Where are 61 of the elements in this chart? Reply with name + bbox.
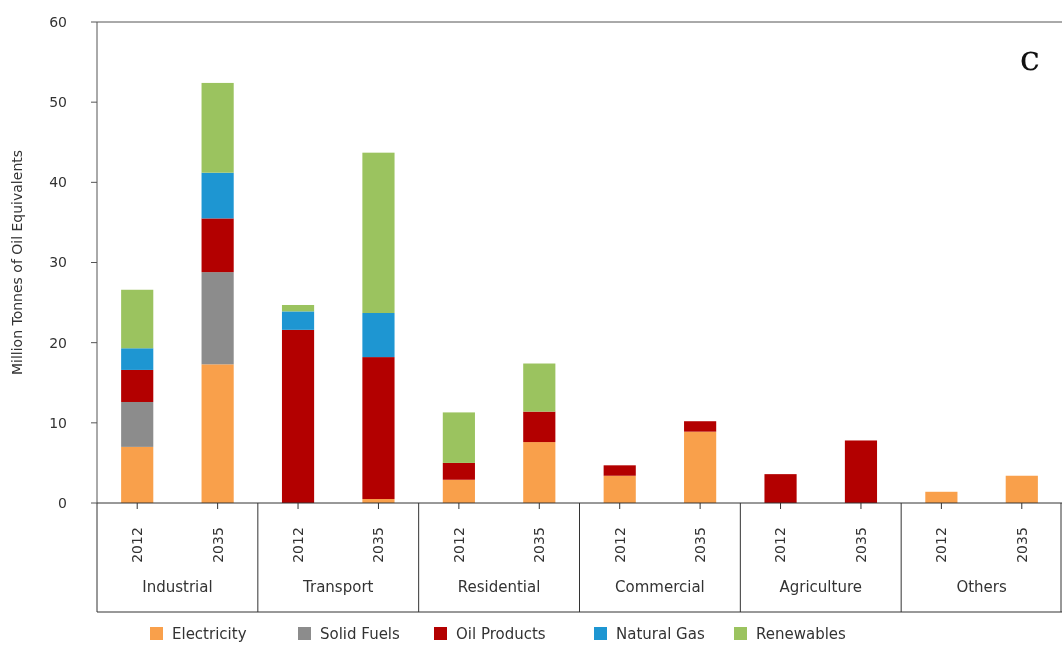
bar: [442, 462, 475, 480]
bar: [121, 401, 154, 447]
text: Others: [956, 578, 1007, 596]
x-tick-label: 2012: [772, 527, 789, 563]
y-tick-label: 10: [49, 414, 67, 431]
legend-label: Renewables: [756, 625, 847, 644]
bar: [523, 442, 556, 503]
y-tick-label: 50: [49, 94, 67, 111]
x-tick-label: 2012: [129, 527, 146, 563]
bar: [362, 152, 395, 314]
bar: [121, 369, 154, 402]
bar: [442, 479, 475, 503]
bar: [201, 272, 234, 365]
bar: [281, 304, 315, 312]
bar: [844, 440, 878, 503]
bar: [362, 313, 395, 358]
bar: [362, 357, 395, 499]
x-tick-label: 2012: [450, 527, 467, 563]
x-tick-label: 2035: [209, 527, 226, 563]
bar: [603, 465, 636, 476]
y-axis-title: Million Tonnes of Oil Equivalents: [9, 149, 25, 376]
bar: [201, 172, 234, 219]
bar: [684, 421, 717, 432]
bar: [281, 311, 315, 330]
text: Residential: [457, 578, 541, 596]
bar: [201, 218, 234, 273]
bar: [281, 329, 315, 503]
x-tick-label: 2012: [289, 527, 306, 563]
x-tick-label: 2035: [852, 527, 869, 563]
text: Agriculture: [779, 578, 862, 596]
bar: [523, 411, 556, 443]
legend-label: Solid Fuels: [320, 625, 401, 644]
bar: [603, 475, 636, 503]
x-tick-label: 2035: [370, 527, 387, 563]
x-tick-label: 2035: [1013, 527, 1030, 563]
x-tick-label: 2012: [933, 527, 950, 563]
bar: [121, 348, 154, 370]
y-tick-label: 40: [49, 174, 67, 191]
legend-label: Electricity: [172, 625, 247, 644]
y-tick-label: 60: [49, 13, 67, 30]
x-tick-label: 2012: [611, 527, 628, 563]
y-tick-label: 0: [58, 494, 67, 511]
bar: [121, 446, 154, 503]
y-tick-label: 20: [49, 334, 67, 351]
text: Transport: [302, 578, 374, 596]
x-tick-label: 2035: [531, 527, 548, 563]
bar: [523, 363, 556, 412]
bar: [1005, 475, 1038, 503]
bar: [201, 82, 234, 173]
chart-title: c: [1019, 37, 1040, 78]
bar: [121, 289, 154, 349]
bar: [684, 431, 717, 503]
bar: [201, 364, 234, 503]
legend-label: Oil Products: [456, 625, 546, 644]
text: Commercial: [615, 578, 705, 596]
legend-label: Natural Gas: [616, 625, 705, 644]
bar: [764, 474, 797, 503]
y-tick-label: 30: [49, 254, 67, 271]
bar: [442, 412, 475, 463]
x-tick-label: 2035: [692, 527, 709, 563]
text: Industrial: [142, 578, 213, 596]
